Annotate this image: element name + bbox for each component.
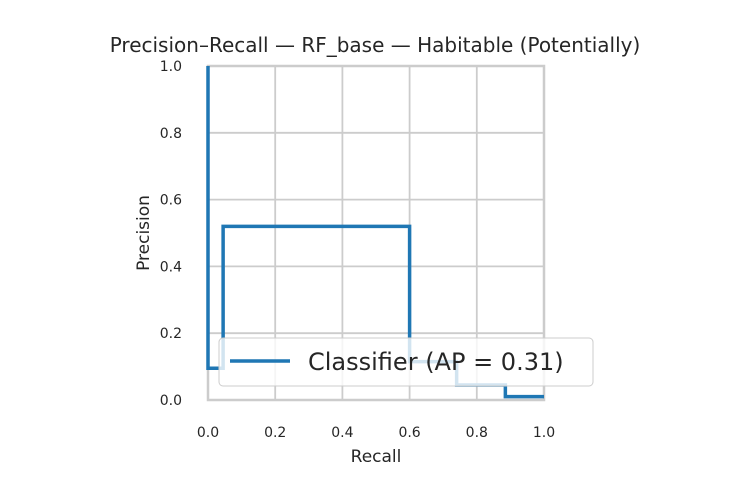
x-ticks: 0.0 0.2 0.4 0.6 0.8 1.0 (197, 425, 555, 441)
legend: Classifier (AP = 0.31) (218, 337, 594, 387)
y-ticks: 0.0 0.2 0.4 0.6 0.8 1.0 (160, 59, 182, 409)
y-tick-label: 0.2 (160, 326, 182, 342)
y-tick-label: 0.8 (160, 126, 182, 142)
y-tick-label: 0.4 (160, 259, 182, 275)
x-tick-label: 0.4 (331, 425, 353, 441)
x-tick-label: 0.8 (466, 425, 488, 441)
chart-title: Precision–Recall — RF_base — Habitable (… (110, 33, 641, 57)
x-tick-label: 0.2 (264, 425, 286, 441)
x-tick-label: 0.6 (398, 425, 420, 441)
y-tick-label: 0.6 (160, 193, 182, 209)
y-axis-label: Precision (134, 195, 154, 271)
legend-label-classifier: Classifier (AP = 0.31) (308, 348, 564, 376)
y-tick-label: 1.0 (160, 59, 182, 75)
legend-box (218, 337, 594, 387)
x-axis-label: Recall (351, 447, 402, 467)
y-tick-label: 0.0 (160, 393, 182, 409)
x-tick-label: 0.0 (197, 425, 219, 441)
x-tick-label: 1.0 (533, 425, 555, 441)
